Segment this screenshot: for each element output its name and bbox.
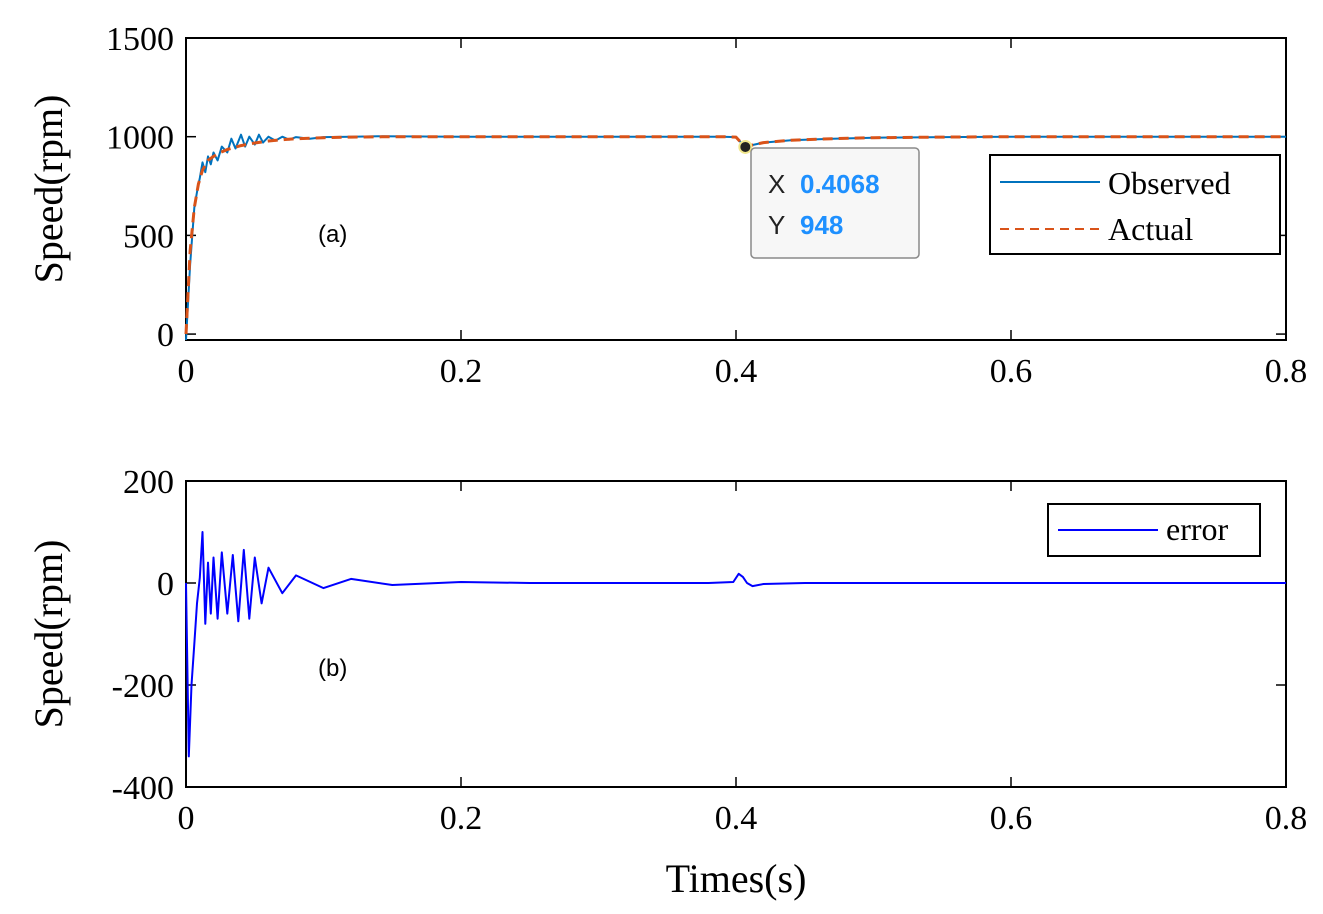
panel-a-ylabel: Speed(rpm) [26, 95, 71, 284]
x-tick-label: 0.2 [440, 353, 483, 390]
y-tick-label: 1500 [106, 21, 174, 58]
datatip-x-key: X [768, 169, 785, 199]
series-actual-line [184, 135, 1286, 335]
panel-b-series [185, 531, 1286, 758]
y-tick-label: 0 [157, 566, 174, 603]
x-tick-label: 0.6 [990, 800, 1033, 837]
legend-actual-label: Actual [1108, 211, 1193, 247]
x-tick-label: 0 [178, 353, 195, 390]
y-tick-label: 500 [123, 218, 174, 255]
panel-a-ticks: 0 0.2 0.4 0.6 0.8 0 500 1000 1500 [106, 21, 1307, 390]
x-tick-label: 0.4 [715, 800, 758, 837]
y-tick-label: -400 [112, 770, 174, 807]
x-tick-label: 0.6 [990, 353, 1033, 390]
datatip-y-key: Y [768, 210, 785, 240]
x-tick-label: 0.4 [715, 353, 758, 390]
panel-b-ticks: 0 0.2 0.4 0.6 0.8 -400 -200 0 200 [112, 464, 1308, 837]
panel-a-label: (a) [318, 221, 347, 248]
x-tick-label: 0.2 [440, 800, 483, 837]
legend-observed-label: Observed [1108, 165, 1231, 201]
y-tick-label: 1000 [106, 120, 174, 157]
panel-a-legend: Observed Actual [989, 154, 1281, 255]
panel-a-series [184, 133, 1286, 341]
y-tick-label: 200 [123, 464, 174, 501]
panel-a-legend-box [989, 154, 1281, 255]
y-tick-label: 0 [157, 317, 174, 354]
panel-b-legend: error [1047, 503, 1261, 557]
x-tick-label: 0.8 [1265, 353, 1308, 390]
datatip-y-value: 948 [800, 210, 843, 240]
legend-error-label: error [1166, 511, 1229, 547]
panel-b-ylabel: Speed(rpm) [26, 540, 71, 729]
panel-b: 0 0.2 0.4 0.6 0.8 -400 -200 0 200 (b) Speed(rpm)… [26, 464, 1307, 901]
panel-b-xlabel: Times(s) [666, 856, 807, 901]
x-tick-label: 0 [178, 800, 195, 837]
series-error-line [185, 531, 1286, 758]
datatip-x-value: 0.4068 [800, 169, 880, 199]
datatip-box [750, 147, 920, 259]
x-tick-label: 0.8 [1265, 800, 1308, 837]
panel-b-label: (b) [318, 655, 347, 682]
y-tick-label: -200 [112, 668, 174, 705]
datatip-marker[interactable] [738, 139, 753, 154]
panel-a: 0 0.2 0.4 0.6 0.8 0 500 1000 1500 (a) Speed(rpm)… [26, 21, 1307, 390]
datatip[interactable]: X 0.4068 Y 948 [738, 139, 920, 259]
